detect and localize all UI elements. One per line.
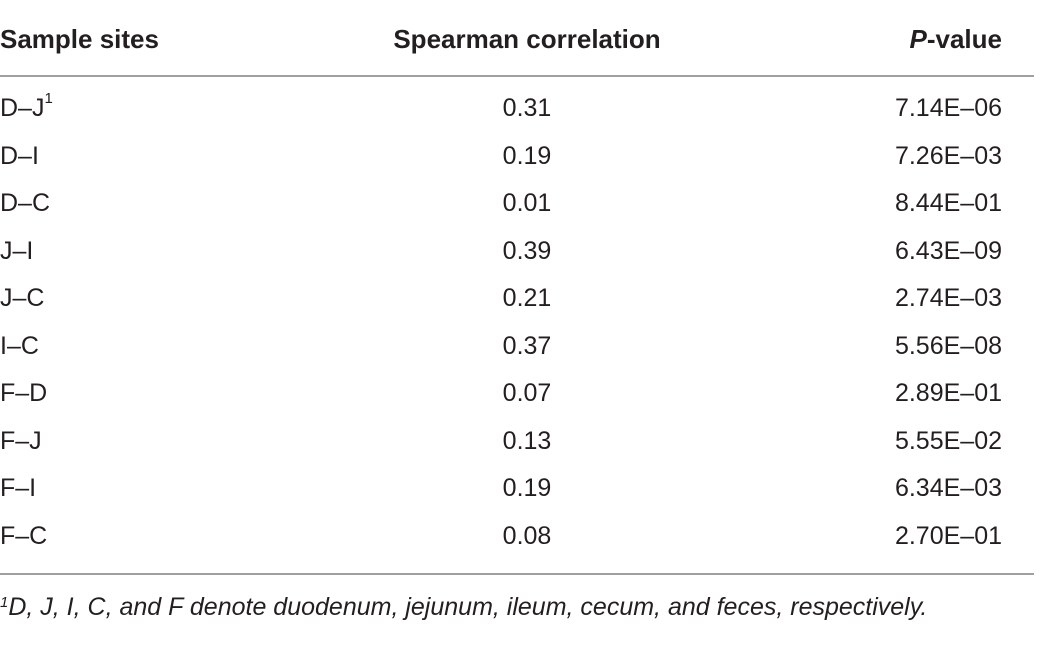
header-text: -value — [926, 24, 1002, 54]
p-value-cell: 6.34E–03 — [894, 474, 1002, 502]
p-value-cell: 8.44E–01 — [894, 189, 1002, 217]
site-text: F–I — [0, 474, 37, 502]
site-cell: D–C — [0, 189, 50, 218]
p-value-cell: 6.43E–09 — [894, 236, 1002, 265]
bottom-rule — [0, 573, 1034, 575]
site-text: I–C — [0, 331, 39, 360]
header-italic: P — [909, 24, 927, 54]
site-cell: J–I — [0, 237, 33, 266]
p-value-cell: 2.70E–01 — [894, 521, 1002, 550]
header-cell: P-value — [910, 24, 1003, 55]
p-value-cell: 2.89E–01 — [894, 379, 1002, 407]
header-cell: Spearman correlation — [393, 24, 661, 54]
correlation-cell: 0.39 — [502, 236, 552, 265]
p-value-cell: 5.56E–08 — [894, 331, 1002, 360]
footnote: 1D, J, I, C, and F denote duodenum, jeju… — [0, 588, 1034, 626]
correlation-cell: 0.07 — [502, 379, 552, 407]
correlation-cell: 0.19 — [502, 474, 552, 502]
p-value-cell: 2.74E–03 — [894, 284, 1002, 312]
site-note: 1 — [44, 90, 53, 107]
site-cell: F–I — [0, 474, 36, 503]
p-value-cell: 7.14E–06 — [894, 94, 1002, 122]
site-cell: D–J1 — [0, 90, 53, 123]
site-cell: J–C — [0, 284, 44, 313]
footnote-mark: 1 — [0, 594, 9, 611]
correlation-cell: 0.08 — [502, 521, 552, 550]
correlation-cell: 0.01 — [502, 189, 552, 217]
site-text: D–C — [0, 189, 51, 217]
site-cell: F–D — [0, 379, 47, 408]
correlation-cell: 0.21 — [502, 284, 552, 312]
correlation-cell: 0.19 — [502, 141, 552, 170]
correlation-cell: 0.31 — [502, 94, 552, 122]
site-text: J–I — [0, 236, 34, 265]
site-cell: D–I — [0, 142, 39, 171]
site-text: D–I — [0, 141, 39, 170]
correlation-cell: 0.37 — [502, 331, 552, 360]
header-cell: Sample sites — [0, 24, 159, 54]
header-rule — [0, 75, 1034, 77]
site-text: F–J — [0, 426, 42, 455]
site-cell: F–C — [0, 522, 47, 551]
site-text: F–D — [0, 379, 48, 407]
site-text: D–J — [0, 94, 45, 122]
p-value-cell: 7.26E–03 — [894, 141, 1002, 170]
site-cell: F–J — [0, 427, 42, 456]
site-text: J–C — [0, 284, 45, 312]
footnote-text: D, J, I, C, and F denote duodenum, jejun… — [8, 593, 928, 621]
site-cell: I–C — [0, 332, 39, 361]
p-value-cell: 5.55E–02 — [894, 426, 1002, 455]
site-text: F–C — [0, 521, 48, 550]
correlation-cell: 0.13 — [502, 426, 552, 455]
